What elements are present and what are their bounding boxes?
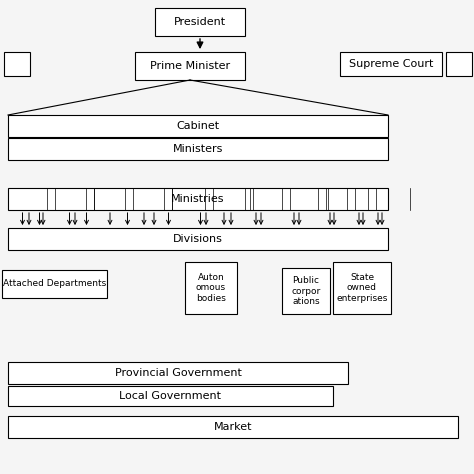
Bar [8,138,388,160]
Bar [2,270,107,298]
Bar [155,8,245,36]
Text: Market: Market [214,422,252,432]
Text: Cabinet: Cabinet [176,121,219,131]
Text: Ministers: Ministers [173,144,223,154]
Bar [340,52,442,76]
Text: Attached Departments: Attached Departments [3,280,106,289]
Bar [282,268,330,314]
Bar [185,262,237,314]
Text: Public
corpor
ations: Public corpor ations [292,276,320,306]
Text: State
owned
enterprises: State owned enterprises [337,273,388,303]
Bar [8,362,348,384]
Bar [8,416,458,438]
Bar [8,188,388,210]
Bar [4,52,30,76]
Bar [8,115,388,137]
Text: Local Government: Local Government [119,391,221,401]
Bar [333,262,391,314]
Text: Prime Minister: Prime Minister [150,61,230,71]
Text: President: President [174,17,226,27]
Text: Ministries: Ministries [171,194,225,204]
Text: Supreme Court: Supreme Court [349,59,433,69]
Text: Auton
omous
bodies: Auton omous bodies [196,273,226,303]
Bar [135,52,245,80]
Text: Divisions: Divisions [173,234,223,244]
Bar [8,228,388,250]
Bar [8,386,333,406]
Bar [446,52,472,76]
Text: Provincial Government: Provincial Government [115,368,241,378]
